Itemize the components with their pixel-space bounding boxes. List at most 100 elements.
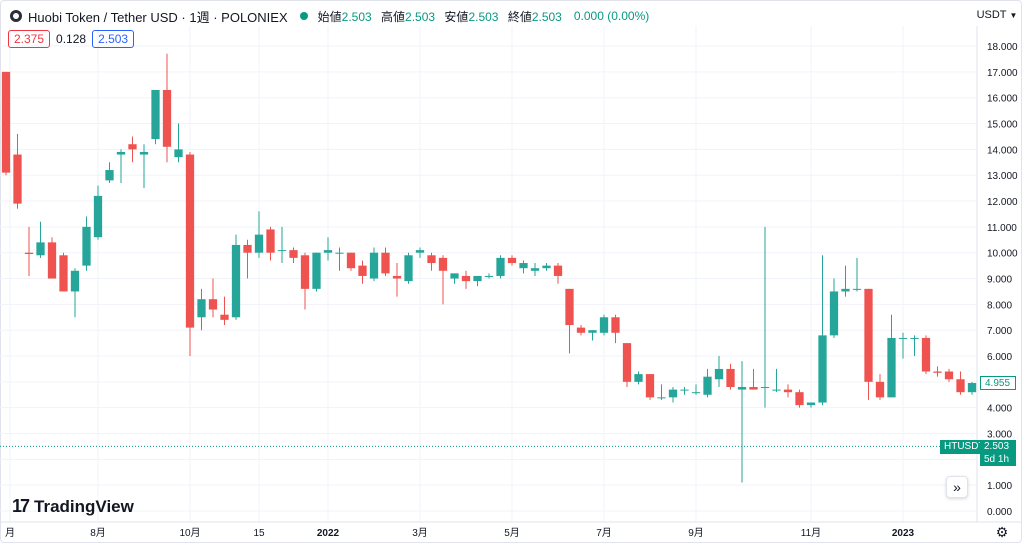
y-tick-label: 7.000 — [987, 326, 1012, 337]
candle — [795, 389, 804, 408]
x-tick-label: 7月 — [596, 527, 612, 539]
candle-body — [553, 265, 563, 276]
candle — [185, 151, 195, 357]
market-status-icon — [299, 12, 308, 20]
x-tick-label: 2022 — [317, 528, 340, 539]
candle — [519, 260, 528, 274]
candle-body — [530, 268, 540, 271]
candle — [208, 278, 218, 318]
candle — [841, 265, 850, 297]
y-tick-label: 4.000 — [987, 404, 1012, 415]
candle-body — [438, 257, 448, 271]
open-value: 2.503 — [341, 9, 372, 24]
candle — [151, 89, 160, 145]
candle — [59, 252, 68, 292]
candle — [93, 185, 103, 240]
candle — [496, 255, 505, 279]
candle — [450, 273, 459, 284]
y-tick-label: 8.000 — [987, 300, 1012, 311]
candle-body — [415, 250, 425, 253]
candle — [1, 71, 11, 176]
scroll-to-realtime-button[interactable]: » — [946, 476, 968, 498]
candle-body — [185, 154, 195, 328]
candle-body — [680, 389, 689, 391]
candle-body — [231, 244, 241, 318]
candle — [749, 368, 758, 390]
candle — [921, 335, 931, 375]
candle-body — [829, 291, 839, 336]
candle — [967, 381, 977, 395]
candle-body — [484, 275, 494, 277]
candle-body — [24, 252, 34, 254]
candle — [13, 133, 22, 209]
candle — [128, 136, 137, 163]
double-chevron-right-icon: » — [953, 479, 961, 495]
candle-body — [542, 265, 551, 269]
candle-body — [507, 257, 517, 264]
candle — [714, 356, 724, 388]
last-price-tag: 4.955 — [980, 376, 1016, 390]
candle-body — [795, 392, 804, 406]
close-label: 終値 — [507, 9, 532, 24]
candle — [864, 288, 873, 400]
chart-settings-button[interactable]: ⚙ — [993, 523, 1011, 541]
candle-body — [611, 317, 620, 333]
candle-body — [392, 275, 402, 279]
candle — [542, 263, 551, 271]
candle-body — [323, 250, 333, 253]
low-value: 2.503 — [468, 9, 499, 24]
x-tick-label: 5月 — [504, 527, 520, 539]
candle-body — [921, 337, 931, 372]
candle — [553, 263, 563, 284]
candle — [588, 330, 597, 341]
candle-body — [864, 288, 873, 382]
candle-body — [783, 389, 793, 393]
candle-body — [714, 368, 724, 380]
current-price-tag: 2.503 5d 1h — [980, 440, 1016, 466]
candle-body — [634, 374, 643, 382]
x-tick-label: 2023 — [892, 528, 915, 539]
price-axis: 0.0001.0002.0003.0004.0005.0006.0007.000… — [987, 42, 1018, 518]
candle-body — [369, 252, 379, 279]
candle — [956, 371, 965, 395]
candle — [818, 255, 827, 406]
candle — [70, 268, 80, 318]
candle — [657, 384, 666, 400]
candle-body — [496, 257, 505, 276]
candle — [116, 149, 126, 183]
candle-body — [450, 273, 459, 279]
candle — [530, 263, 540, 276]
candle — [174, 123, 183, 163]
close-value: 2.503 — [531, 9, 562, 24]
candle-body — [576, 327, 586, 333]
candle — [105, 162, 114, 183]
symbol-legend[interactable]: Huobi Token / Tether USD · 1週 · POLONIEX… — [10, 6, 649, 26]
logo-text: TradingView — [34, 496, 134, 516]
candle-body — [599, 317, 609, 333]
candle-body — [162, 89, 172, 147]
candle-body — [312, 252, 321, 289]
high-value: 2.503 — [405, 9, 436, 24]
tradingview-logo[interactable]: 17 TradingView — [12, 496, 134, 517]
candle — [47, 237, 57, 279]
y-tick-label: 12.000 — [987, 197, 1018, 208]
candle-body — [622, 343, 632, 382]
candle-body — [737, 387, 747, 390]
indicator-box-blue[interactable]: 2.503 — [92, 30, 135, 48]
candle — [944, 368, 954, 382]
candle-body — [760, 387, 770, 389]
currency-selector[interactable]: USDT ▼ — [977, 5, 1018, 25]
indicator-box-red[interactable]: 2.375 — [8, 30, 51, 48]
candle-body — [93, 195, 103, 238]
candle — [254, 211, 264, 258]
candle-body — [151, 89, 160, 140]
candle-body — [519, 263, 528, 269]
x-tick-label: 8月 — [90, 527, 106, 539]
candle — [898, 332, 908, 359]
candle-body — [852, 288, 862, 290]
candle — [473, 275, 482, 287]
candle — [266, 226, 275, 261]
candle-body — [588, 330, 597, 333]
